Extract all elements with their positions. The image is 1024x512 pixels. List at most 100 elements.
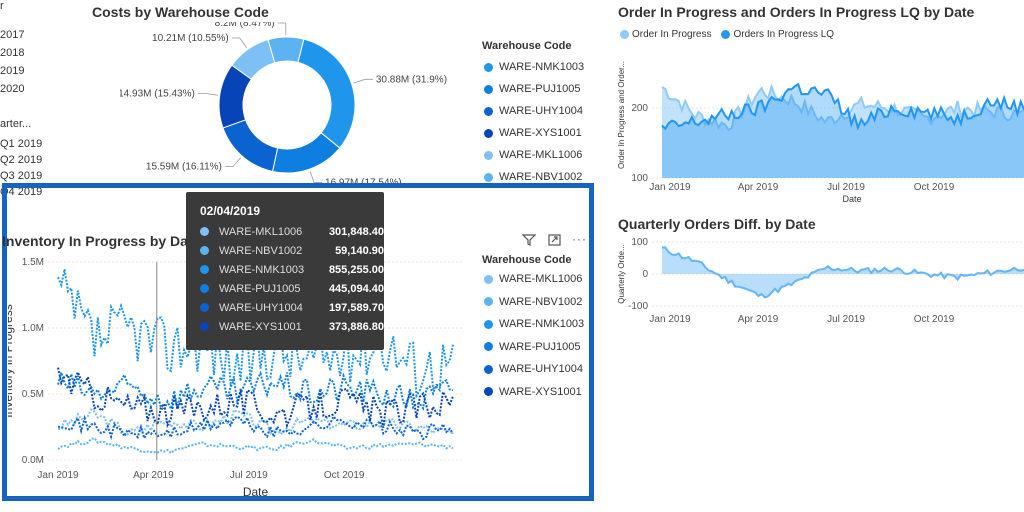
x-tick-label: Jan 2019 (649, 314, 691, 325)
y-tick-label: -100 (628, 301, 648, 312)
tooltip-date: 02/04/2019 (200, 204, 261, 218)
legend-label: WARE-NBV1002 (499, 295, 583, 308)
legend-label: WARE-PUJ1005 (499, 83, 581, 95)
donut-leader-line (277, 22, 287, 36)
donut-legend-item[interactable]: WARE-NMK1003 (484, 56, 584, 78)
donut-leader-line (353, 78, 373, 84)
quarter-slicer-item[interactable]: Q3 2019 (0, 170, 43, 182)
inventory-legend-item[interactable]: WARE-NMK1003 (484, 313, 584, 336)
legend-label: WARE-MKL1006 (499, 149, 583, 161)
year-slicer-item[interactable]: 2019 (0, 65, 25, 77)
y-axis-title: Inventory in Progress (8, 304, 15, 417)
tooltip-label: WARE-XYS1001 (218, 320, 302, 333)
orders-series-line[interactable] (661, 82, 1024, 131)
legend-label: WARE-NMK1003 (499, 318, 585, 330)
quarter-slicer-item[interactable]: Q4 2019 (0, 186, 43, 198)
selected-visual-frame[interactable] (2, 183, 594, 501)
inventory-legend-item[interactable]: WARE-NBV1002 (484, 291, 584, 314)
legend-label: WARE-UHY1004 (499, 363, 583, 375)
tooltip-value: 445,094.40 (328, 282, 384, 295)
inventory-legend-item[interactable]: WARE-MKL1006 (484, 268, 584, 291)
tooltip-dot (200, 265, 209, 274)
tooltip-dot (200, 227, 209, 236)
inventory-legend: WARE-MKL1006 WARE-NBV1002 WARE-NMK1003 WARE… (484, 268, 584, 403)
tooltip: 02/04/2019 WARE-MKL1006 301,848.40 WARE-NB… (186, 192, 384, 350)
donut-data-label: 16.97M (17.54%) (325, 177, 402, 184)
quarter-slicer-item[interactable]: Q2 2019 (0, 154, 43, 166)
legend-dot (484, 342, 493, 352)
tooltip-row: WARE-NBV1002 59,140.90 (186, 241, 384, 260)
year-slicer-item[interactable]: 2020 (0, 83, 25, 95)
inventory-series-line[interactable] (58, 408, 454, 436)
donut-leader-line (197, 93, 218, 96)
legend-dot (484, 150, 493, 160)
legend-label: WARE-UHY1004 (499, 105, 583, 117)
inventory-legend-item[interactable]: WARE-PUJ1005 (484, 336, 584, 359)
orders-series-area (662, 86, 1024, 178)
donut-slice[interactable] (222, 119, 279, 173)
tooltip-row: WARE-UHY1004 197,589.70 (186, 298, 384, 317)
orders-legend-item[interactable]: Orders In Progress LQ (733, 29, 835, 40)
donut-data-label: 30.88M (31.9%) (376, 74, 447, 85)
legend-label: WARE-XYS1001 (499, 127, 582, 139)
quarter-slicer: Q1 2019 Q2 2019 Q3 2019 Q4 2019 (0, 136, 42, 200)
donut-leader-line (231, 37, 248, 49)
tooltip-dot (200, 303, 209, 312)
tooltip-row: WARE-PUJ1005 445,094.40 (186, 279, 384, 298)
y-tick-label: 100 (631, 237, 648, 248)
x-axis-title: Date (243, 485, 269, 498)
quarterly-chart: Quarterly Orde...-100 0 100 Jan 2019 Apr 201… (617, 237, 1024, 325)
y-tick-label: 0.5M (22, 389, 44, 400)
year-slicer-item[interactable]: 2018 (0, 47, 25, 59)
quarterly-title: Quarterly Orders Diff. by Date (618, 216, 816, 232)
tooltip-label: WARE-NMK1003 (218, 263, 305, 276)
legend-dot (484, 106, 493, 116)
year-slicer-title: r (0, 0, 4, 12)
inventory-series-line[interactable] (57, 414, 454, 441)
donut-slice[interactable] (297, 38, 356, 149)
focus-mode-icon[interactable] (548, 234, 561, 249)
y-tick-label: 200 (631, 103, 648, 114)
orders-legend-item[interactable]: Order In Progress (632, 29, 712, 40)
quarterly-series-line[interactable] (661, 246, 1024, 299)
year-slicer-item[interactable]: 2017 (0, 29, 25, 41)
filter-icon[interactable] (521, 234, 537, 249)
legend-dot (484, 364, 493, 374)
x-tick-label: Jul 2019 (827, 182, 865, 193)
donut-slice[interactable] (267, 36, 305, 64)
donut-title: Costs by Warehouse Code (92, 4, 269, 20)
legend-dot (484, 172, 493, 182)
inventory-title: Inventory In Progress by Date (2, 233, 201, 249)
tooltip-label: WARE-NBV1002 (218, 244, 303, 257)
inventory-legend-item[interactable]: WARE-UHY1004 (484, 358, 584, 381)
orders-series-area (662, 84, 1024, 178)
tooltip-value: 197,589.70 (328, 301, 384, 314)
donut-legend-item[interactable]: WARE-XYS1001 (484, 122, 584, 144)
y-tick-label: 1.5M (22, 257, 44, 268)
donut-legend-item[interactable]: WARE-PUJ1005 (484, 78, 584, 100)
inventory-legend-item[interactable]: WARE-XYS1001 (484, 381, 584, 404)
inventory-series-line[interactable] (57, 368, 454, 412)
x-tick-label: Oct 2019 (914, 182, 955, 193)
tooltip-value: 373,886.80 (328, 320, 384, 333)
tooltip-row: WARE-MKL1006 301,848.40 (186, 222, 384, 241)
more-options-icon[interactable]: ··· (572, 232, 587, 246)
x-tick-label: Jan 2019 (37, 470, 79, 481)
tooltip-dot (200, 246, 209, 255)
donut-chart: 30.88M (31.9%) 16.97M (17.54%) 15.59M (16.… (120, 22, 447, 184)
quarter-slicer-item[interactable]: Q1 2019 (0, 138, 43, 150)
donut-legend-item[interactable]: WARE-NBV1002 (484, 166, 584, 188)
y-tick-label: 0.0M (22, 455, 44, 466)
inventory-chart: 0.0M 0.5M 1.0M 1.5M Jan 2019 Apr 2019 Jul 2019… (8, 257, 463, 498)
tooltip-value: 855,255.00 (328, 263, 384, 276)
orders-title: Order In Progress and Orders In Progress… (618, 4, 975, 20)
donut-data-label: 10.21M (10.55%) (152, 33, 229, 44)
donut-legend-item[interactable]: WARE-MKL1006 (484, 144, 584, 166)
inventory-legend-title: Warehouse Code (482, 254, 572, 266)
x-tick-label: Apr 2019 (738, 314, 779, 325)
inventory-series-line[interactable] (57, 367, 454, 429)
inventory-series-line[interactable] (57, 436, 454, 455)
legend-dot (484, 319, 493, 329)
donut-legend-item[interactable]: WARE-UHY1004 (484, 100, 584, 122)
x-tick-label: Oct 2019 (324, 470, 365, 481)
